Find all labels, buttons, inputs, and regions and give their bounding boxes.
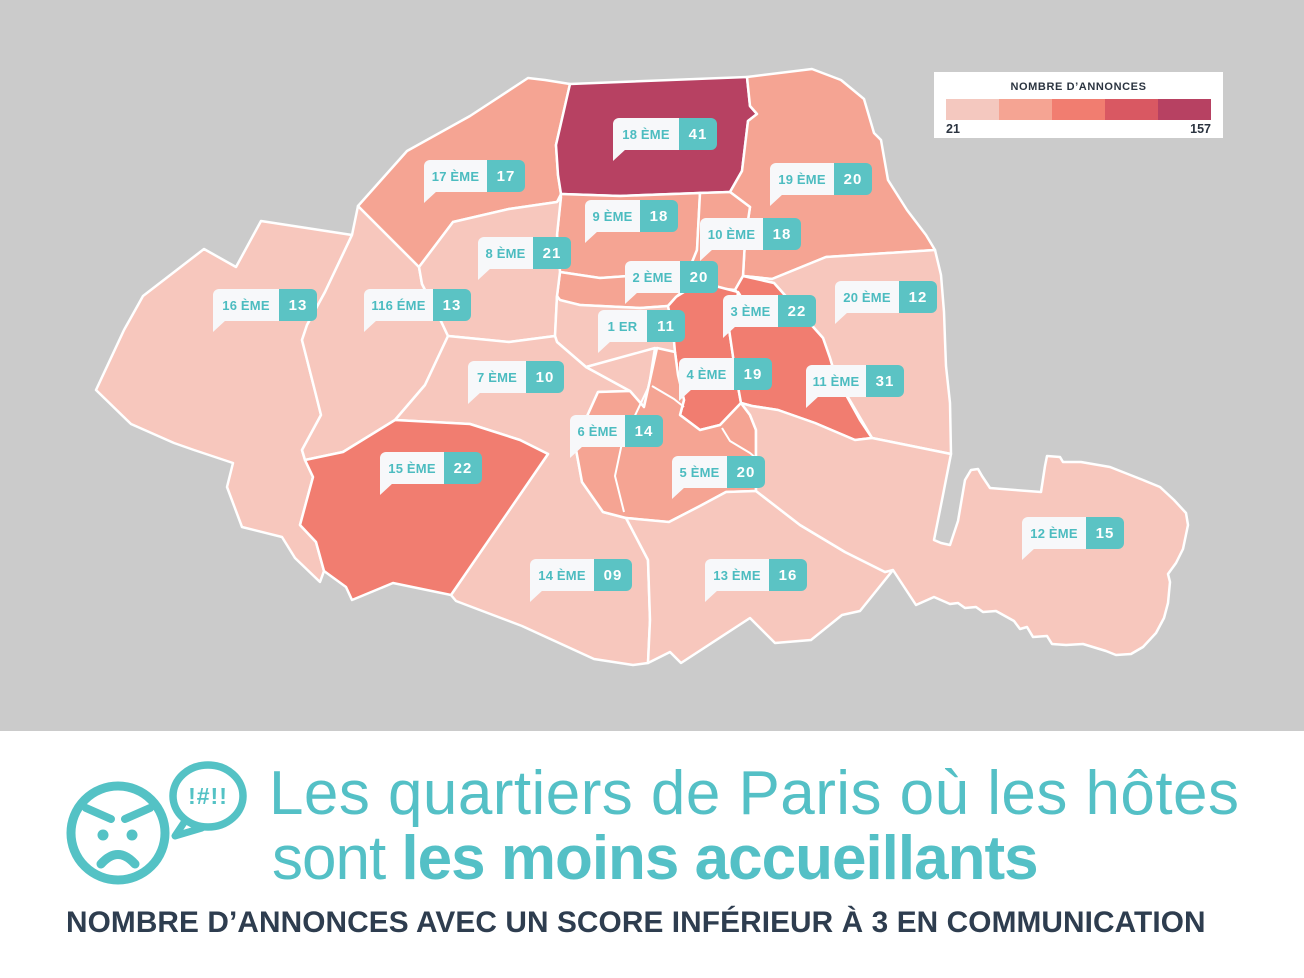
svg-text:!#!!: !#!! [188, 783, 228, 809]
